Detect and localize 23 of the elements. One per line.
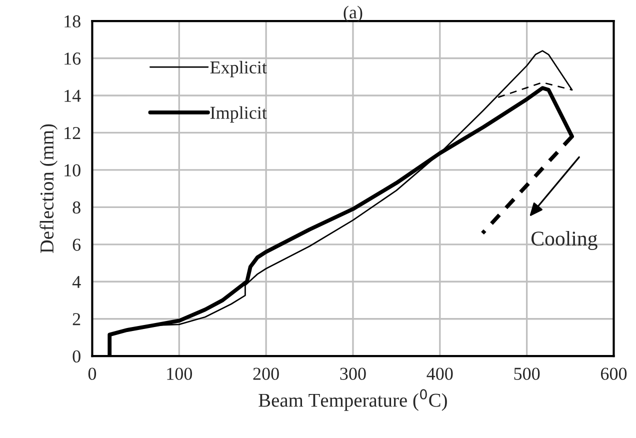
x-tick-label: 300 [340, 368, 366, 380]
y-tick-label: 12 [64, 127, 80, 139]
y-tick-label: 10 [64, 164, 80, 176]
chart-title: (a) [344, 6, 362, 22]
x-tick-label: 0 [88, 368, 96, 380]
legend-label: Implicit [210, 106, 267, 123]
y-tick-label: 18 [64, 15, 80, 28]
legend-label: Explicit [210, 60, 267, 78]
x-tick-label: 200 [253, 368, 279, 380]
x-tick-label: 500 [514, 368, 540, 380]
y-tick-label: 14 [64, 90, 81, 102]
y-tick-label: 16 [64, 52, 81, 65]
annotation: Cooling [531, 231, 598, 250]
y-tick-label: 6 [72, 238, 81, 251]
x-tick-label: 600 [600, 368, 627, 380]
y-tick-label: 2 [72, 313, 80, 326]
y-tick-label: 4 [72, 276, 81, 288]
x-tick-label: 400 [426, 368, 453, 380]
y-tick-label: 0 [72, 350, 80, 363]
y-axis-title: Deflection (mm) [40, 124, 58, 254]
y-tick-label: 8 [72, 201, 80, 214]
x-tick-label: 100 [167, 368, 192, 380]
x-axis-title: Beam Temperature ($^{0}$C) [258, 389, 447, 411]
